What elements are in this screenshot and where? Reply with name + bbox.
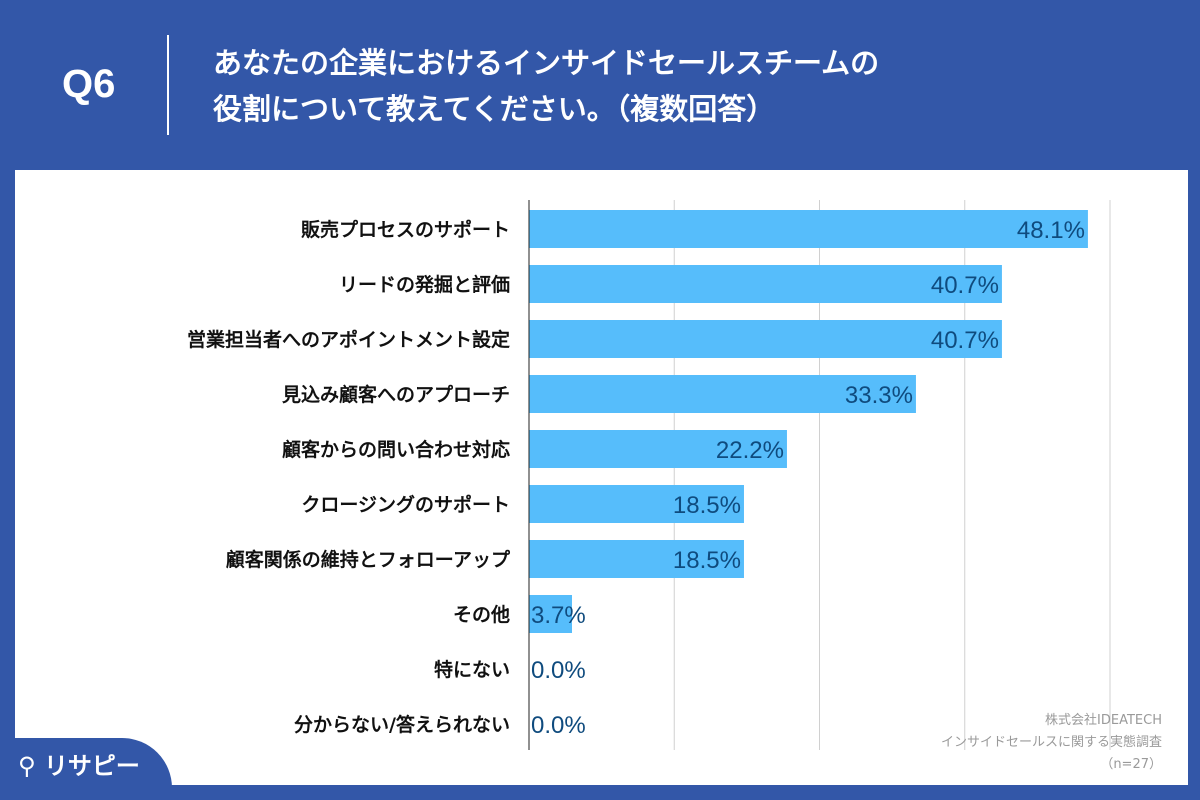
data-label: 22.2% <box>716 437 784 464</box>
source-company: 株式会社IDEATECH <box>1045 713 1162 728</box>
data-label: 0.0% <box>531 657 586 684</box>
source-note: 株式会社IDEATECH インサイドセールスに関する実態調査 （n=27） <box>941 710 1162 776</box>
logo-text: リサピー <box>43 752 140 780</box>
pin-icon: ⚲ <box>18 752 36 780</box>
data-label: 48.1% <box>1017 217 1085 244</box>
data-label: 40.7% <box>931 327 999 354</box>
data-label: 18.5% <box>673 547 741 574</box>
category-label: 顧客関係の維持とフォローアップ <box>226 548 511 571</box>
bar <box>529 540 744 578</box>
category-label: 販売プロセスのサポート <box>301 218 510 241</box>
category-label: クロージングのサポート <box>301 493 510 516</box>
category-label: リードの発掘と評価 <box>339 273 510 296</box>
category-label: 顧客からの問い合わせ対応 <box>282 438 510 461</box>
bar <box>529 210 1088 248</box>
source-sample: （n=27） <box>1100 757 1162 772</box>
data-label: 18.5% <box>673 492 741 519</box>
data-label: 3.7% <box>531 602 586 629</box>
data-label: 33.3% <box>845 382 913 409</box>
bar <box>529 595 572 633</box>
bar <box>529 485 744 523</box>
data-label: 40.7% <box>931 272 999 299</box>
question-title: あなたの企業におけるインサイドセールスチームの 役割について教えてください。（複… <box>213 40 879 132</box>
logo: ⚲ リサピー <box>0 738 172 800</box>
data-label: 0.0% <box>531 712 586 739</box>
bar <box>529 320 1002 358</box>
source-survey: インサイドセールスに関する実態調査 <box>940 735 1162 750</box>
category-label: 特にない <box>434 659 510 681</box>
category-label: 営業担当者へのアポイントメント設定 <box>187 328 510 351</box>
title-line-1: あなたの企業におけるインサイドセールスチームの <box>213 46 880 80</box>
bar <box>529 265 1002 303</box>
header-divider <box>167 35 169 135</box>
category-label: 分からない/答えられない <box>294 713 510 736</box>
bar <box>529 375 916 413</box>
question-number: Q6 <box>62 62 116 106</box>
category-label: その他 <box>453 603 510 626</box>
bar <box>529 430 787 468</box>
category-label: 見込み顧客へのアプローチ <box>282 383 510 406</box>
title-line-2: 役割について教えてください。（複数回答） <box>213 92 776 126</box>
